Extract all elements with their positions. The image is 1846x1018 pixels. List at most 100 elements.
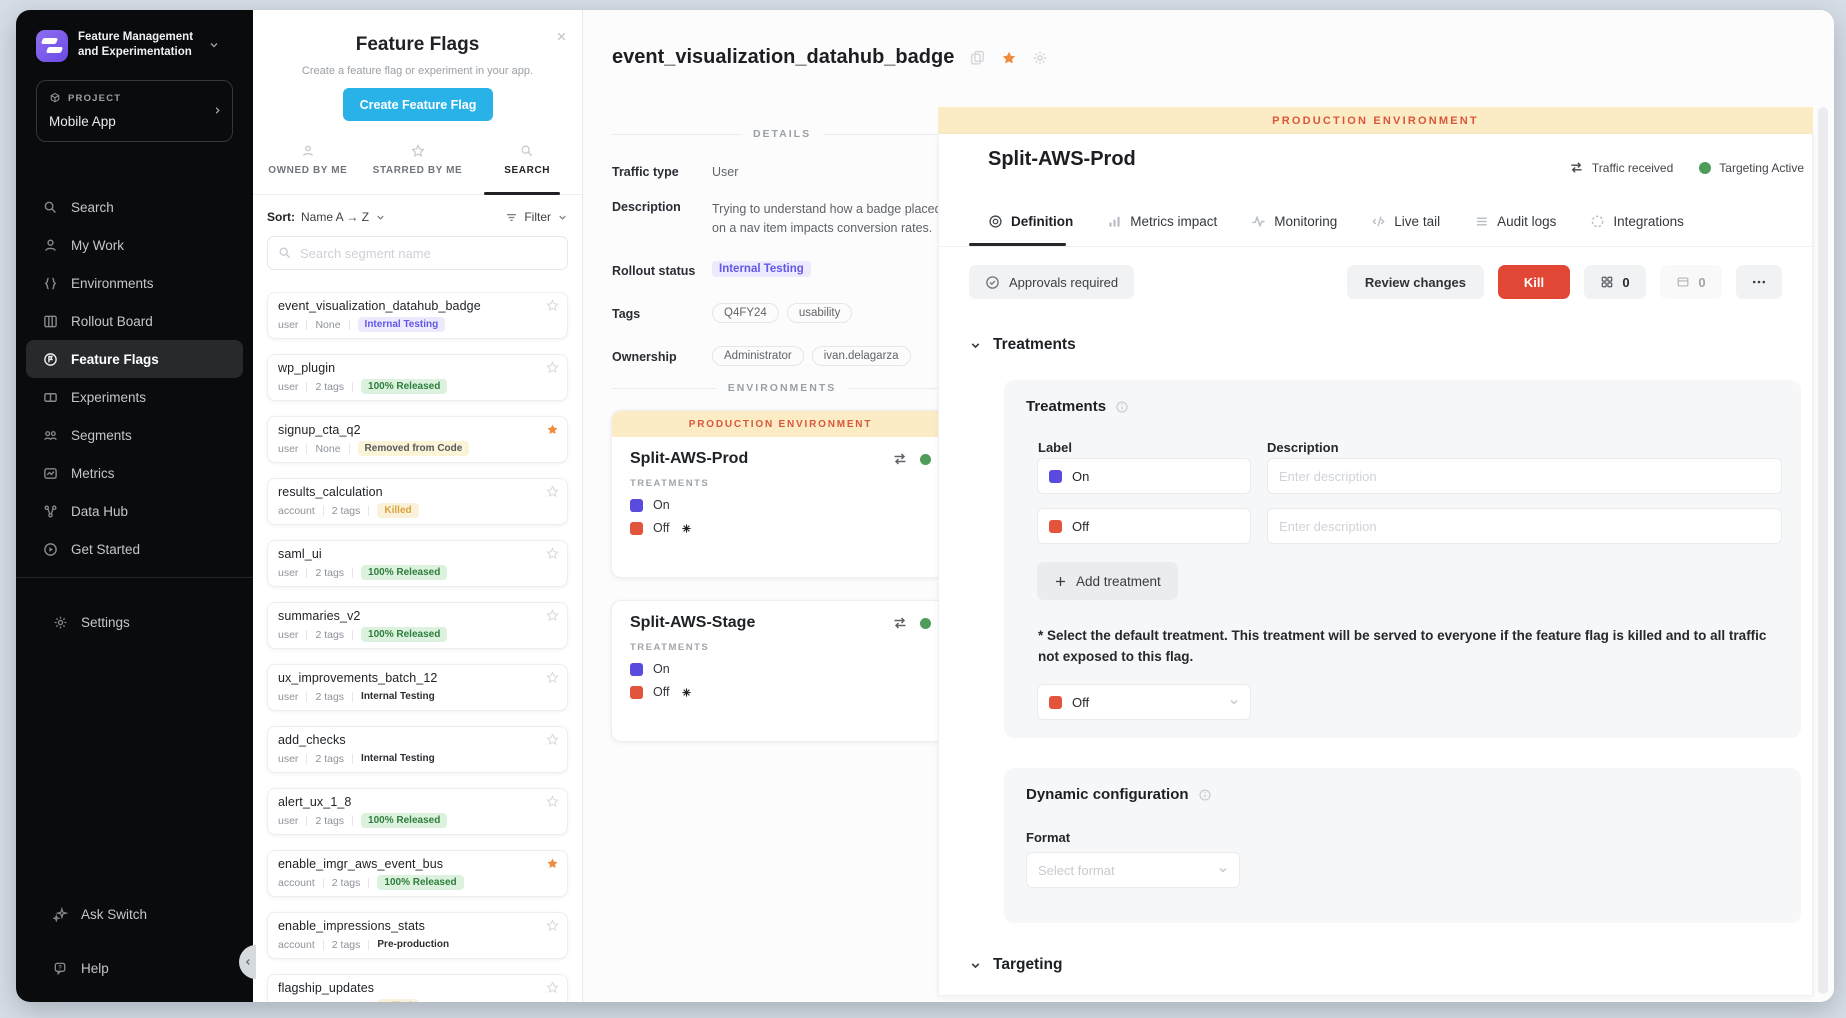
active-tab-underline xyxy=(969,243,1066,246)
star-icon[interactable] xyxy=(546,981,559,994)
sidebar-item-data-hub[interactable]: Data Hub xyxy=(26,492,243,530)
changes-count-button[interactable]: 0 xyxy=(1660,265,1722,299)
tab-definition[interactable]: Definition xyxy=(988,214,1073,229)
sidebar-item-get-started[interactable]: Get Started xyxy=(26,530,243,568)
add-treatment-label: Add treatment xyxy=(1076,573,1161,589)
search-icon xyxy=(278,246,292,260)
tab-owned-by-me[interactable]: OWNED BY ME xyxy=(253,140,363,194)
tag-pill[interactable]: usability xyxy=(786,303,853,323)
star-icon[interactable] xyxy=(546,423,559,436)
panel-collapse-handle[interactable] xyxy=(239,945,256,979)
treatments-section-header[interactable]: Treatments xyxy=(969,336,1076,354)
description-input[interactable] xyxy=(1279,468,1770,484)
default-treatment-select[interactable]: Off xyxy=(1037,684,1251,720)
add-treatment-button[interactable]: Add treatment xyxy=(1037,562,1178,600)
environment-card-stage[interactable]: Split-AWS-Stage TREATMENTS On Off xyxy=(611,600,950,742)
flag-list-item[interactable]: event_visualization_datahub_badge user No… xyxy=(267,292,568,339)
sidebar-item-search[interactable]: Search xyxy=(26,188,243,226)
star-icon[interactable] xyxy=(546,795,559,808)
flag-name: enable_impressions_stats xyxy=(278,919,425,933)
gear-icon[interactable] xyxy=(1032,50,1048,66)
flag-traffic-type: account xyxy=(278,504,315,517)
close-icon[interactable] xyxy=(555,30,568,43)
star-icon[interactable] xyxy=(546,547,559,560)
vertical-scrollbar[interactable] xyxy=(1818,107,1828,994)
owner-pill[interactable]: Administrator xyxy=(712,346,804,366)
review-changes-button[interactable]: Review changes xyxy=(1346,265,1484,299)
flag-list-item[interactable]: ux_improvements_batch_12 user 2 tags Inter… xyxy=(267,664,568,711)
sidebar-item-feature-flags[interactable]: Feature Flags xyxy=(26,340,243,378)
tab-live-tail[interactable]: Live tail xyxy=(1371,214,1440,229)
tag-pill[interactable]: Q4FY24 xyxy=(712,303,779,323)
create-feature-flag-button[interactable]: Create Feature Flag xyxy=(343,88,493,121)
star-icon[interactable] xyxy=(546,609,559,622)
flag-name: add_checks xyxy=(278,733,346,747)
sort-label: Sort: xyxy=(267,210,295,224)
flag-list-item[interactable]: alert_ux_1_8 user 2 tags 100% Released xyxy=(267,788,568,835)
traffic-arrows-icon xyxy=(892,451,908,467)
flag-list-item[interactable]: add_checks user 2 tags Internal Testing xyxy=(267,726,568,773)
star-icon[interactable] xyxy=(546,857,559,870)
copy-icon[interactable] xyxy=(969,49,986,66)
info-icon[interactable] xyxy=(1115,400,1129,414)
environment-card-prod[interactable]: PRODUCTION ENVIRONMENT Split-AWS-Prod TR… xyxy=(611,410,950,578)
sidebar-item-ask-switch[interactable]: Ask Switch xyxy=(36,895,233,933)
dynamic-configuration-card: Dynamic configuration Format Select form… xyxy=(1004,768,1801,923)
flag-list-item[interactable]: summaries_v2 user 2 tags 100% Released xyxy=(267,602,568,649)
sidebar-item-experiments[interactable]: Experiments xyxy=(26,378,243,416)
owner-pill[interactable]: ivan.delagarza xyxy=(811,346,911,366)
targeting-section-header[interactable]: Targeting xyxy=(969,956,1062,974)
description-label: Description xyxy=(612,200,681,214)
treatment-description-input-off xyxy=(1267,508,1782,544)
treatments-card-title-row: Treatments xyxy=(1026,398,1129,415)
sidebar-item-segments[interactable]: Segments xyxy=(26,416,243,454)
flag-list-item[interactable]: saml_ui user 2 tags 100% Released xyxy=(267,540,568,587)
sidebar-item-rollout-board[interactable]: Rollout Board xyxy=(26,302,243,340)
treatment-label: On xyxy=(653,662,670,676)
star-icon[interactable] xyxy=(546,919,559,932)
flag-list-item[interactable]: signup_cta_q2 user None Removed from Code xyxy=(267,416,568,463)
star-icon[interactable] xyxy=(546,361,559,374)
tab-metrics-impact[interactable]: Metrics impact xyxy=(1107,214,1217,229)
treatment-label-input-on[interactable]: On xyxy=(1037,458,1251,494)
tab-label: SEARCH xyxy=(504,165,551,176)
flag-list-item[interactable]: flagship_updates account 2 tags Killed xyxy=(267,974,568,1002)
project-selector[interactable]: PROJECT Mobile App xyxy=(36,80,233,142)
flag-name: flagship_updates xyxy=(278,981,375,995)
tab-search[interactable]: SEARCH xyxy=(472,140,582,194)
tab-monitoring[interactable]: Monitoring xyxy=(1251,214,1337,229)
star-icon[interactable] xyxy=(546,671,559,684)
app-logo-row[interactable]: Feature Management and Experimentation xyxy=(36,30,220,62)
star-icon[interactable] xyxy=(1001,50,1017,66)
sidebar-item-settings[interactable]: Settings xyxy=(36,603,233,641)
star-icon[interactable] xyxy=(546,733,559,746)
tab-starred-by-me[interactable]: STARRED BY ME xyxy=(363,140,473,194)
flag-list-item[interactable]: results_calculation account 2 tags Killed xyxy=(267,478,568,525)
segments-icon xyxy=(42,428,58,443)
tab-integrations[interactable]: Integrations xyxy=(1590,214,1684,229)
more-options-button[interactable] xyxy=(1736,265,1782,299)
star-icon[interactable] xyxy=(546,299,559,312)
sort-control[interactable]: Sort: Name A → Z xyxy=(267,210,386,224)
sidebar-item-metrics[interactable]: Metrics xyxy=(26,454,243,492)
format-select[interactable]: Select format xyxy=(1026,852,1240,888)
rules-count-button[interactable]: 0 xyxy=(1584,265,1646,299)
flag-list-item[interactable]: wp_plugin user 2 tags 100% Released xyxy=(267,354,568,401)
sidebar-item-my-work[interactable]: My Work xyxy=(26,226,243,264)
info-icon[interactable] xyxy=(1198,788,1212,802)
flag-list-tabs: OWNED BY ME STARRED BY ME SEARCH xyxy=(253,140,582,194)
flag-list-item[interactable]: enable_impressions_stats account 2 tags Pr… xyxy=(267,912,568,959)
kill-button[interactable]: Kill xyxy=(1498,265,1570,299)
star-icon[interactable] xyxy=(546,485,559,498)
treatment-label-input-off[interactable]: Off xyxy=(1037,508,1251,544)
flag-list-item[interactable]: enable_imgr_aws_event_bus account 2 tags 1… xyxy=(267,850,568,897)
filter-control[interactable]: Filter xyxy=(505,210,568,224)
sidebar-item-environments[interactable]: Environments xyxy=(26,264,243,302)
status-badge: Internal Testing xyxy=(357,317,446,332)
approvals-required-button[interactable]: Approvals required xyxy=(969,265,1135,299)
chevron-down-icon[interactable] xyxy=(208,39,220,51)
sidebar-item-help[interactable]: ? Help xyxy=(36,949,233,987)
search-input[interactable] xyxy=(300,245,557,261)
description-input[interactable] xyxy=(1279,518,1770,534)
tab-audit-logs[interactable]: Audit logs xyxy=(1474,214,1556,229)
